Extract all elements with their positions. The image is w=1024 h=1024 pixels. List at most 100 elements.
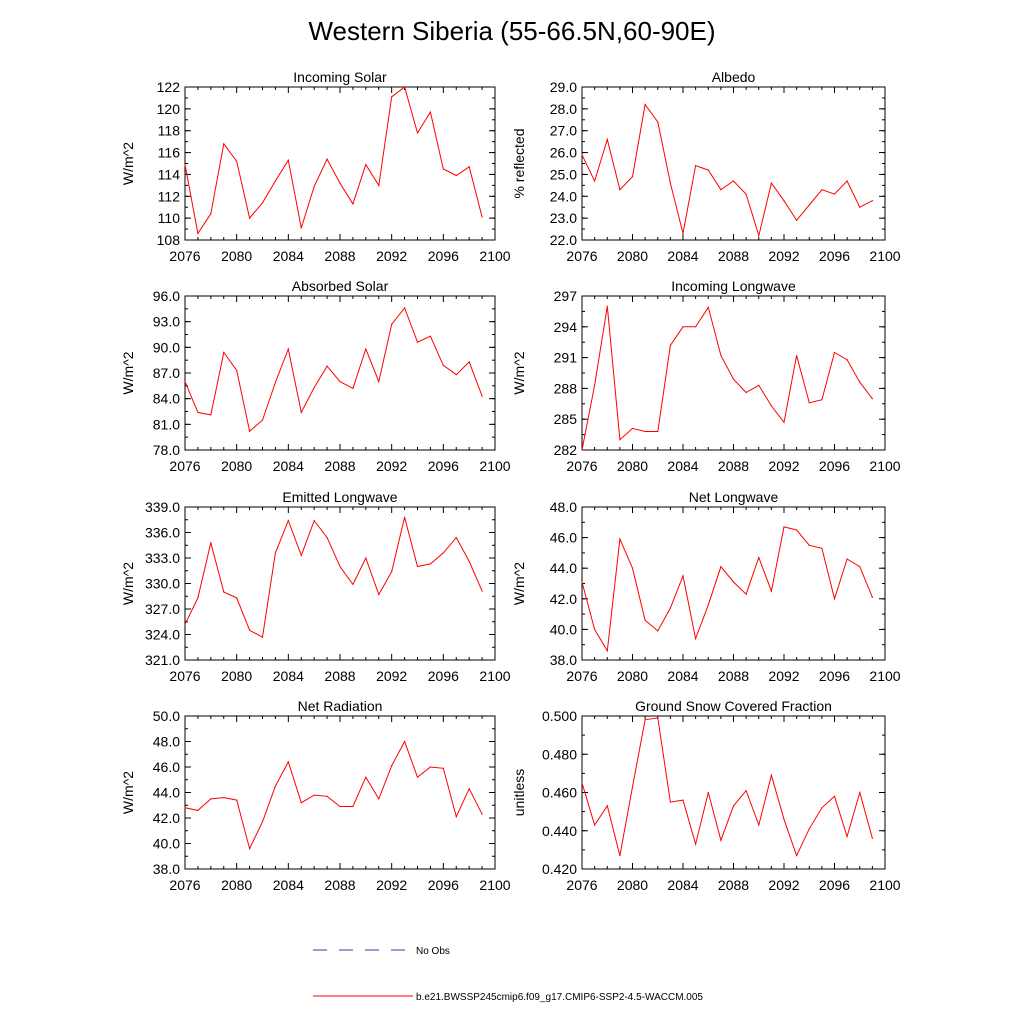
emitted-longwave-point-2084 [287,520,289,522]
incoming-solar-point-2087 [326,158,328,160]
net-longwave-xtick-label: 2100 [869,668,900,684]
incoming-solar-point-2098 [468,166,470,168]
ground-snow-covered-fraction-point-2076 [581,782,583,784]
ground-snow-covered-fraction-point-2091 [770,774,772,776]
net-radiation-point-2079 [223,797,225,799]
ground-snow-covered-fraction-point-2084 [682,799,684,801]
incoming-solar-ytick-label: 120 [157,101,181,117]
net-longwave-point-2085 [695,637,697,640]
ground-snow-covered-fraction-point-2079 [619,855,621,857]
absorbed-solar-point-2086 [313,386,315,389]
net-longwave-point-2080 [631,567,634,569]
ground-snow-covered-fraction-plot-frame [581,715,886,870]
emitted-longwave-point-2098 [468,560,470,563]
absorbed-solar-point-2094 [416,341,419,343]
incoming-solar-point-2090 [365,163,367,166]
net-radiation-point-2080 [236,799,238,801]
incoming-solar-xtick-label: 2096 [428,248,459,264]
incoming-solar-point-2091 [378,184,380,186]
absorbed-solar-ytick-label: 84.0 [153,391,180,407]
incoming-longwave-point-2095 [821,399,823,401]
legend-no-obs-label: No Obs [416,946,450,957]
incoming-longwave-ylabel: W/m^2 [511,351,527,394]
emitted-longwave-point-2085 [300,554,302,557]
absorbed-solar-point-2093 [403,307,406,309]
incoming-solar-point-2089 [352,203,354,205]
panel-net-longwave: 2076 2080 2084 2088 2092 2096 2100 38.0 40.0 42.0… [511,489,901,684]
net-longwave-ytick-label: 40.0 [550,621,577,637]
albedo-point-2091 [770,182,772,184]
absorbed-solar-title: Absorbed Solar [292,278,389,294]
absorbed-solar-xtick-label: 2076 [169,458,200,474]
emitted-longwave-xtick-label: 2088 [324,668,355,684]
incoming-solar-point-2094 [416,132,419,134]
albedo-ytick-label: 26.0 [550,145,577,161]
emitted-longwave-ytick-label: 339.0 [145,499,180,515]
ground-snow-covered-fraction-point-2081 [644,719,646,721]
incoming-longwave-ytick-label: 288 [554,380,578,396]
incoming-solar-ytick-label: 118 [158,123,181,139]
ground-snow-covered-fraction-xtick-label: 2084 [667,877,698,893]
emitted-longwave-ytick-label: 333.0 [145,550,180,566]
albedo-point-2097 [846,180,848,182]
incoming-solar-xtick-label: 2092 [376,248,407,264]
net-longwave-point-2082 [657,630,659,632]
net-radiation-xtick-label: 2076 [169,877,200,893]
net-radiation-point-2097 [455,816,457,818]
absorbed-solar-plot-frame [184,295,496,451]
net-radiation-point-2091 [378,798,380,800]
albedo-ytick-label: 28.0 [550,101,577,117]
incoming-solar-point-2082 [261,202,264,204]
albedo-ytick-label: 23.0 [550,210,577,226]
absorbed-solar-point-2089 [352,387,354,389]
incoming-solar-point-2078 [210,213,212,215]
net-longwave-ytick-label: 38.0 [550,652,577,668]
absorbed-solar-ytick-label: 78.0 [153,442,180,458]
net-longwave-point-2077 [594,628,596,631]
incoming-solar-point-2093 [403,86,406,88]
albedo-ytick-label: 29.0 [550,79,577,95]
albedo-point-2089 [745,193,747,195]
emitted-longwave-ylabel: W/m^2 [120,562,136,605]
incoming-longwave-xtick-label: 2092 [768,458,799,474]
albedo-ytick-label: 25.0 [550,166,577,182]
ground-snow-covered-fraction-xtick-label: 2076 [566,877,597,893]
ground-snow-covered-fraction-point-2078 [606,805,608,807]
incoming-solar-point-2096 [442,168,444,170]
absorbed-solar-ylabel: W/m^2 [120,351,136,394]
albedo-point-2095 [821,189,823,191]
net-longwave-point-2079 [619,538,621,540]
emitted-longwave-point-2088 [339,565,341,568]
incoming-longwave-point-2098 [859,381,861,383]
incoming-solar-point-2088 [339,182,341,184]
albedo-point-2099 [871,200,873,202]
ground-snow-covered-fraction-point-2096 [833,795,836,797]
net-longwave-point-2092 [783,526,785,528]
ground-snow-covered-fraction-point-2086 [707,791,709,794]
absorbed-solar-point-2095 [429,335,432,337]
ground-snow-covered-fraction-xtick-label: 2088 [718,877,749,893]
incoming-longwave-point-2082 [657,430,659,433]
net-longwave-series-line [581,526,873,653]
incoming-longwave-point-2078 [606,305,608,307]
incoming-solar-point-2077 [197,232,199,235]
incoming-longwave-point-2081 [644,430,646,433]
net-longwave-ytick-label: 48.0 [550,499,577,515]
emitted-longwave-point-2092 [391,571,393,573]
incoming-solar-point-2097 [455,174,457,177]
albedo-point-2087 [720,189,722,191]
emitted-longwave-point-2076 [184,623,186,625]
incoming-solar-xtick-label: 2080 [221,248,252,264]
incoming-longwave-xtick-label: 2100 [869,458,900,474]
net-radiation-point-2076 [184,807,186,809]
incoming-longwave-point-2076 [581,449,583,451]
net-longwave-point-2097 [846,558,848,560]
absorbed-solar-point-2097 [455,374,457,376]
ground-snow-covered-fraction-point-2080 [631,786,634,788]
incoming-solar-point-2083 [274,180,277,182]
incoming-longwave-point-2087 [720,354,722,357]
ground-snow-covered-fraction-ylabel: unitless [511,769,527,816]
absorbed-solar-point-2078 [210,414,212,416]
albedo-point-2090 [758,235,760,237]
albedo-point-2079 [619,189,621,191]
